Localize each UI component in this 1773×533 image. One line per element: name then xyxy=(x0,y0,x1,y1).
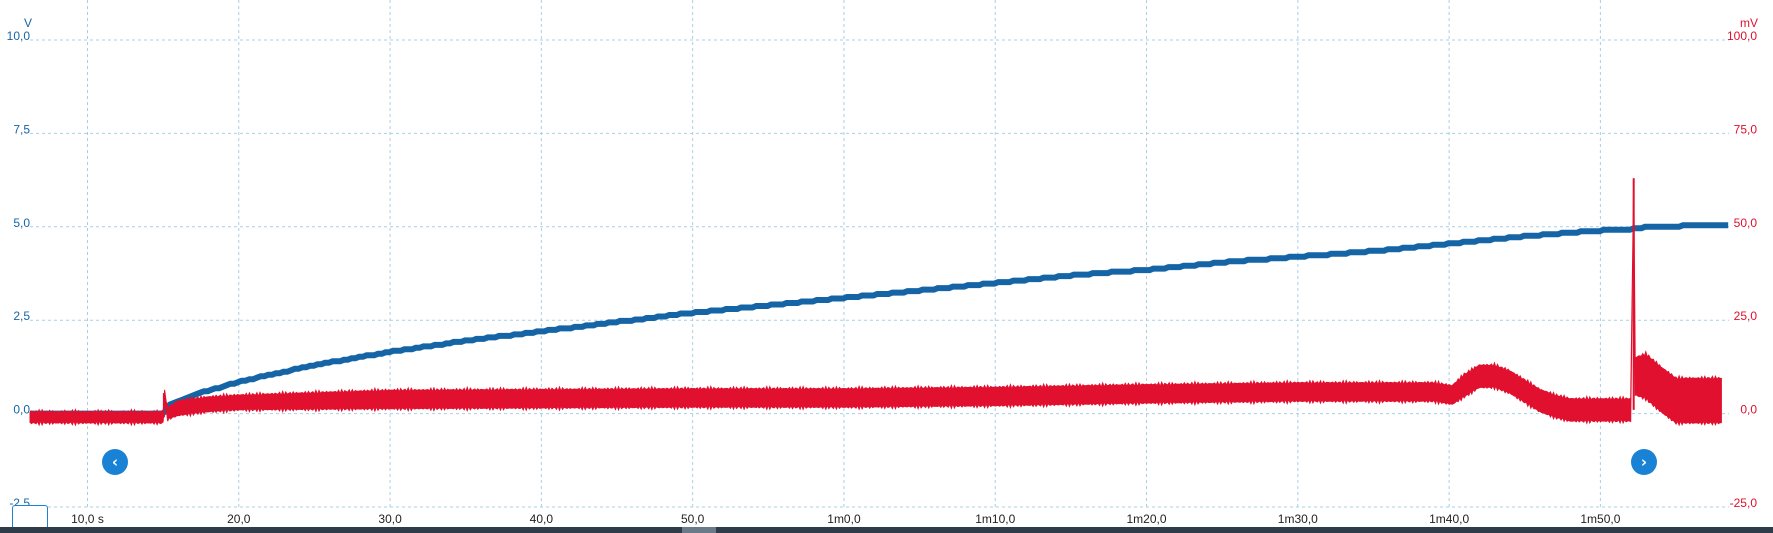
x-tick-label: 10,0 s xyxy=(71,512,104,526)
x-tick-label: 1m50,0 xyxy=(1580,512,1620,526)
left-tick-label: 5,0 xyxy=(13,216,30,230)
chevron-right-icon: › xyxy=(1640,452,1648,471)
left-axis-unit: V xyxy=(24,16,32,30)
x-tick-label: 1m30,0 xyxy=(1278,512,1318,526)
x-tick-label: 1m40,0 xyxy=(1429,512,1469,526)
series-voltage-line xyxy=(30,222,1729,417)
x-tick-label: 1m10,0 xyxy=(975,512,1015,526)
right-tick-label: 0,0 xyxy=(1740,403,1757,417)
scrollbar-track[interactable] xyxy=(0,527,1773,533)
left-tick-label: 2,5 xyxy=(13,309,30,323)
right-tick-label: 100,0 xyxy=(1727,29,1757,43)
left-tick-label: 10,0 xyxy=(7,29,31,43)
x-tick-label: 20,0 xyxy=(227,512,251,526)
x-tick-label: 1m0,0 xyxy=(827,512,861,526)
right-axis-unit: mV xyxy=(1740,16,1758,30)
scroll-left-button[interactable]: ‹ xyxy=(102,449,128,475)
left-tick-label: 0,0 xyxy=(13,403,30,417)
x-tick-label: 50,0 xyxy=(681,512,705,526)
right-axis: 100,0 75,0 50,0 25,0 0,0 -25,0 mV xyxy=(1727,16,1758,510)
x-axis: 10,0 s 20,0 30,0 40,0 50,0 1m0,0 1m10,0 1m20,0 1… xyxy=(71,512,1621,526)
x-tick-label: 1m20,0 xyxy=(1127,512,1167,526)
x-tick-label: 30,0 xyxy=(378,512,402,526)
left-tick-label: 7,5 xyxy=(13,122,30,136)
series-mv-band xyxy=(29,178,1722,427)
right-tick-label: 25,0 xyxy=(1734,309,1758,323)
left-axis: 10,07,55,02,50,0-2,5V xyxy=(7,16,32,510)
series xyxy=(29,178,1729,427)
right-tick-label: 75,0 xyxy=(1734,122,1758,136)
scrollbar-thumb[interactable] xyxy=(682,527,716,533)
x-tick-label: 40,0 xyxy=(530,512,554,526)
right-tick-label: -25,0 xyxy=(1730,496,1758,510)
grid xyxy=(30,0,1729,508)
chevron-left-icon: ‹ xyxy=(111,452,119,471)
scroll-right-button[interactable]: › xyxy=(1631,449,1657,475)
right-tick-label: 50,0 xyxy=(1734,216,1758,230)
